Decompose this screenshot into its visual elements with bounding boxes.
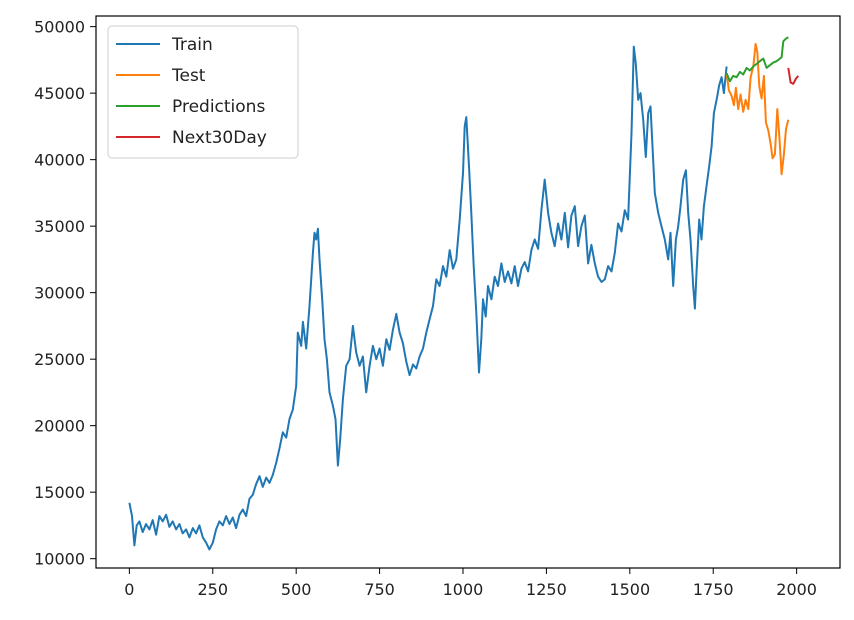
y-tick-label: 40000 xyxy=(34,151,85,170)
x-tick-label: 1500 xyxy=(609,580,650,599)
x-tick-label: 0 xyxy=(124,580,134,599)
y-tick-label: 25000 xyxy=(34,350,85,369)
axes-frame xyxy=(95,15,841,569)
series-line-test xyxy=(725,42,790,176)
y-tick-label: 35000 xyxy=(34,217,85,236)
y-axis: 10000 15000 20000 25000 30000 35000 40000 45000… xyxy=(34,18,96,569)
series-line-train xyxy=(128,45,728,551)
x-tick-label: 1750 xyxy=(693,580,734,599)
x-tick-label: 250 xyxy=(197,580,228,599)
series-line-next30day xyxy=(787,67,800,85)
x-tick-label: 750 xyxy=(364,580,395,599)
plot-lines xyxy=(128,36,800,551)
legend-label-predictions: Predictions xyxy=(172,97,265,117)
x-tick-label: 500 xyxy=(281,580,312,599)
legend-box xyxy=(107,25,299,159)
y-tick-label: 45000 xyxy=(34,84,85,103)
x-axis: 0 250 500 750 1000 1250 1500 1750 2000 xyxy=(124,568,817,599)
y-tick-label: 50000 xyxy=(34,18,85,37)
legend-label-test: Test xyxy=(171,66,206,86)
legend: Train Test Predictions Next30Day xyxy=(107,25,299,159)
y-tick-label: 10000 xyxy=(34,550,85,569)
y-tick-label: 30000 xyxy=(34,284,85,303)
x-tick-label: 1250 xyxy=(526,580,567,599)
y-tick-label: 20000 xyxy=(34,417,85,436)
legend-label-next30day: Next30Day xyxy=(172,128,267,148)
x-tick-label: 1000 xyxy=(443,580,484,599)
x-tick-label: 2000 xyxy=(776,580,817,599)
y-tick-label: 15000 xyxy=(34,483,85,502)
legend-label-train: Train xyxy=(171,35,213,55)
series-line-predictions xyxy=(725,36,789,83)
